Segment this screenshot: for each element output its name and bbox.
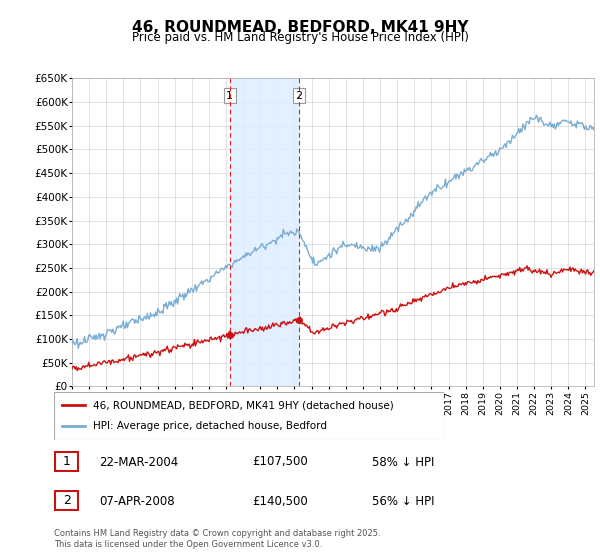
Text: 46, ROUNDMEAD, BEDFORD, MK41 9HY: 46, ROUNDMEAD, BEDFORD, MK41 9HY (132, 20, 468, 35)
Text: 56% ↓ HPI: 56% ↓ HPI (372, 494, 434, 508)
Text: 22-MAR-2004: 22-MAR-2004 (99, 455, 178, 469)
FancyBboxPatch shape (55, 491, 78, 510)
Text: Contains HM Land Registry data © Crown copyright and database right 2025.
This d: Contains HM Land Registry data © Crown c… (54, 529, 380, 549)
Text: 1: 1 (62, 455, 71, 468)
Text: HPI: Average price, detached house, Bedford: HPI: Average price, detached house, Bedf… (93, 421, 327, 431)
Text: Price paid vs. HM Land Registry's House Price Index (HPI): Price paid vs. HM Land Registry's House … (131, 31, 469, 44)
Text: 1: 1 (226, 91, 233, 101)
Bar (230, 78, 299, 386)
Text: 46, ROUNDMEAD, BEDFORD, MK41 9HY (detached house): 46, ROUNDMEAD, BEDFORD, MK41 9HY (detach… (93, 400, 394, 410)
Text: 2: 2 (62, 494, 71, 507)
FancyBboxPatch shape (55, 452, 78, 471)
Text: 2: 2 (296, 91, 302, 101)
Text: 07-APR-2008: 07-APR-2008 (99, 494, 175, 508)
Text: £107,500: £107,500 (252, 455, 308, 469)
Text: 58% ↓ HPI: 58% ↓ HPI (372, 455, 434, 469)
Text: £140,500: £140,500 (252, 494, 308, 508)
FancyBboxPatch shape (54, 392, 444, 440)
